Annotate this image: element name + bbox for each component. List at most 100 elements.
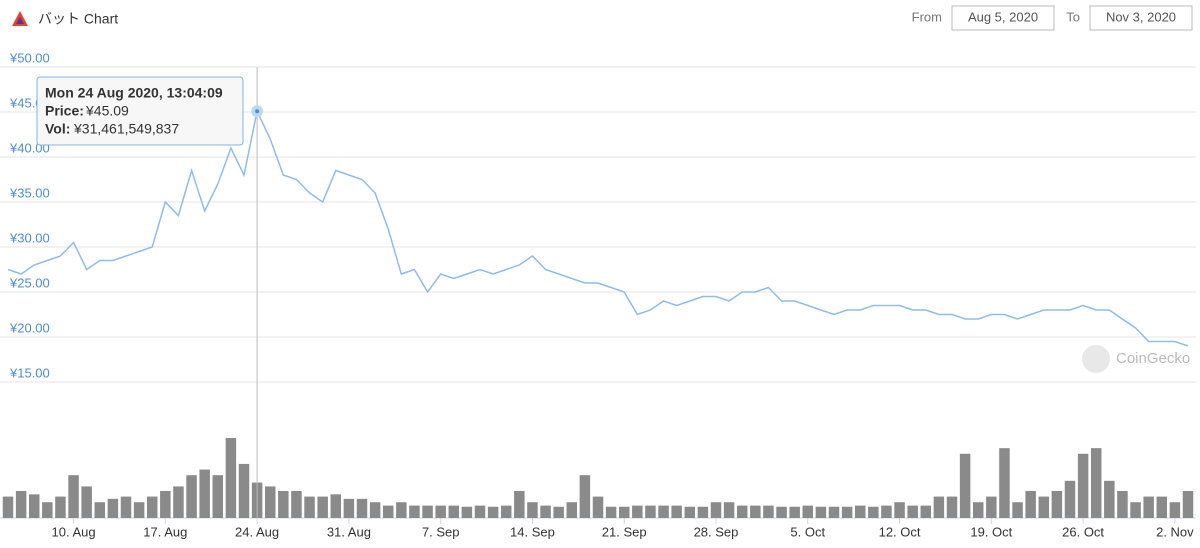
volume-bar bbox=[81, 486, 92, 518]
volume-bar bbox=[369, 502, 381, 518]
volume-bar bbox=[291, 490, 302, 518]
volume-bar bbox=[645, 505, 656, 518]
volume-bar bbox=[959, 453, 971, 518]
volume-bar bbox=[1064, 480, 1076, 518]
volume-bar bbox=[868, 506, 879, 518]
watermark: CoinGecko bbox=[1116, 350, 1190, 367]
volume-bar bbox=[828, 506, 840, 518]
volume-bar bbox=[1130, 502, 1141, 518]
volume-bar bbox=[710, 502, 722, 518]
volume-bar bbox=[278, 490, 289, 518]
x-tick-label: 19. Oct bbox=[970, 524, 1012, 539]
volume-bar bbox=[527, 502, 538, 518]
volume-bar bbox=[160, 490, 171, 518]
volume-bar bbox=[15, 490, 27, 518]
tooltip-label: Price: bbox=[45, 103, 84, 119]
tooltip-title: Mon 24 Aug 2020, 13:04:09 bbox=[45, 85, 223, 101]
volume-bar bbox=[1012, 502, 1023, 518]
x-tick-label: 26. Oct bbox=[1062, 524, 1104, 539]
volume-bar bbox=[212, 475, 224, 518]
volume-bar bbox=[173, 486, 184, 518]
volume-bar bbox=[514, 490, 525, 518]
volume-bar bbox=[776, 506, 787, 518]
hover-point bbox=[251, 105, 264, 118]
volume-bar bbox=[907, 505, 918, 518]
volume-bar bbox=[1038, 496, 1050, 518]
volume-bar bbox=[396, 502, 407, 518]
volume-bar bbox=[605, 506, 617, 518]
volume-bar bbox=[1104, 480, 1115, 518]
volume-bar bbox=[461, 506, 473, 518]
to-input[interactable] bbox=[1089, 5, 1193, 31]
volume-bar bbox=[487, 506, 499, 518]
x-tick-label: 5. Oct bbox=[790, 524, 825, 539]
tooltip: Mon 24 Aug 2020, 13:04:09 Price: ¥45.09 … bbox=[36, 76, 244, 146]
volume-bar bbox=[474, 505, 486, 518]
y-tick-label: ¥20.00 bbox=[9, 320, 50, 335]
volume-bar bbox=[186, 475, 197, 518]
volume-bar bbox=[28, 494, 40, 518]
tooltip-box bbox=[36, 76, 244, 146]
volume-bar bbox=[618, 506, 630, 518]
tooltip-value: ¥45.09 bbox=[85, 103, 129, 119]
volume-bar bbox=[723, 502, 735, 518]
plot: ¥15.00¥20.00¥25.00¥30.00¥35.00¥40.00¥45.… bbox=[0, 50, 1196, 539]
to-value[interactable]: Nov 3, 2020 bbox=[1106, 9, 1176, 24]
x-tick-label: 21. Sep bbox=[602, 524, 647, 539]
y-tick-label: ¥15.00 bbox=[9, 365, 50, 380]
volume-bar bbox=[946, 496, 958, 518]
volume-bar bbox=[1143, 496, 1154, 518]
volume-bar bbox=[1090, 448, 1102, 518]
volume-bar bbox=[854, 505, 866, 518]
x-tick-label: 28. Sep bbox=[694, 524, 739, 539]
volume-bar bbox=[579, 475, 591, 518]
volume-bar bbox=[736, 505, 748, 518]
x-tick-label: 14. Sep bbox=[510, 524, 555, 539]
price-line bbox=[7, 108, 1189, 347]
volume-bar bbox=[632, 505, 643, 518]
y-tick-label: ¥25.00 bbox=[9, 275, 50, 290]
volume-bar bbox=[422, 505, 433, 518]
volume-bar bbox=[500, 505, 512, 518]
volume-bar bbox=[317, 496, 328, 518]
volume-bar bbox=[448, 505, 460, 518]
x-tick-label: 7. Sep bbox=[422, 524, 460, 539]
volume-bar bbox=[1156, 496, 1168, 518]
volume-bar bbox=[566, 502, 578, 518]
volume-bar bbox=[304, 496, 315, 518]
volume-bar bbox=[382, 505, 394, 518]
volume-bar bbox=[553, 506, 564, 518]
tooltip-value: ¥31,461,549,837 bbox=[73, 121, 179, 137]
x-tick-label: 17. Aug bbox=[143, 524, 187, 539]
chart-title: バット Chart bbox=[38, 11, 118, 27]
tooltip-label: Vol: bbox=[45, 121, 70, 137]
volume-bar bbox=[94, 502, 106, 518]
volume-bar bbox=[2, 496, 14, 518]
logo-inner bbox=[16, 17, 24, 24]
volume-bar bbox=[343, 498, 355, 518]
from-value[interactable]: Aug 5, 2020 bbox=[968, 9, 1038, 24]
volume-bar bbox=[120, 496, 132, 518]
to-label: To bbox=[1066, 9, 1080, 24]
volume-bar bbox=[435, 505, 446, 518]
volume-bar bbox=[225, 438, 237, 518]
volume-bar bbox=[684, 506, 696, 518]
volume-bar bbox=[894, 502, 905, 518]
volume-bar bbox=[671, 505, 682, 518]
volume-bar bbox=[815, 506, 827, 518]
volume-bar bbox=[55, 496, 66, 518]
watermark-logo bbox=[1082, 345, 1110, 373]
from-input[interactable] bbox=[951, 5, 1055, 31]
volume-bar bbox=[356, 498, 368, 518]
volume-bar bbox=[933, 496, 945, 518]
y-tick-label: ¥30.00 bbox=[9, 230, 50, 245]
volume-bar bbox=[199, 469, 210, 518]
volume-bar bbox=[107, 498, 119, 518]
volume-bar bbox=[68, 475, 79, 518]
volume-bar bbox=[1117, 490, 1128, 518]
y-tick-label: ¥50.00 bbox=[9, 50, 50, 65]
volume-bar bbox=[763, 505, 774, 518]
volume-bar bbox=[697, 506, 709, 518]
x-tick-label: 31. Aug bbox=[327, 524, 371, 539]
volume-bar bbox=[409, 505, 420, 518]
